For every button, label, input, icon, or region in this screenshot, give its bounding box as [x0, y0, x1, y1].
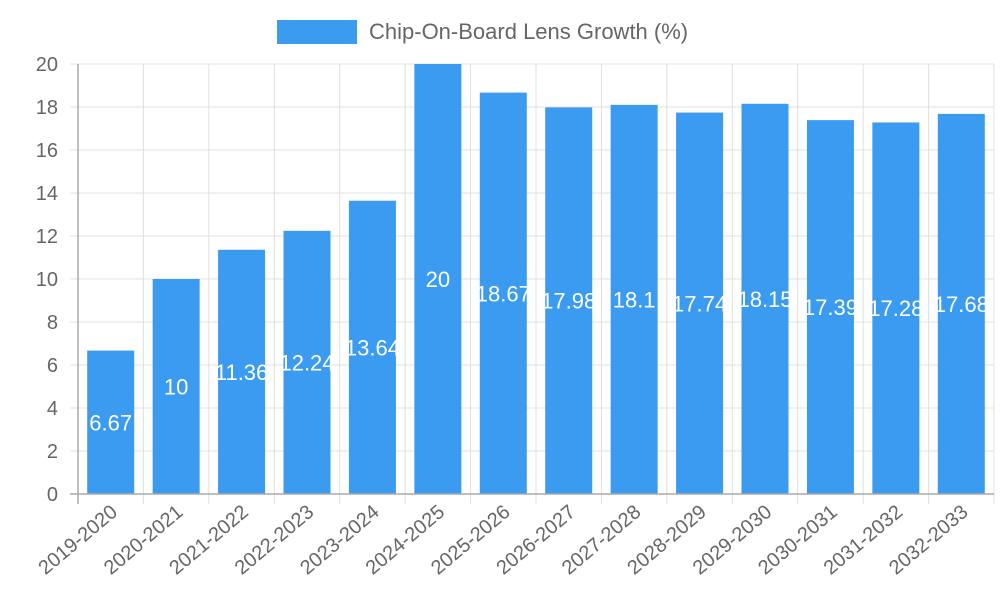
bar[interactable] — [348, 200, 396, 495]
bar[interactable] — [937, 113, 985, 494]
bar-value-label: 18.15 — [737, 287, 792, 312]
y-tick-label: 0 — [47, 484, 58, 506]
y-tick-label: 14 — [36, 183, 58, 205]
y-tick-label: 8 — [47, 312, 58, 334]
bar[interactable] — [283, 230, 331, 494]
bar-value-label: 17.28 — [868, 296, 923, 321]
bar-value-label: 17.39 — [803, 295, 858, 320]
bar[interactable] — [676, 112, 724, 494]
bar[interactable] — [152, 279, 200, 494]
bar-value-label: 10 — [164, 375, 188, 400]
y-tick-label: 6 — [47, 355, 58, 377]
bar[interactable] — [806, 120, 854, 495]
bar[interactable] — [872, 122, 920, 494]
bar-value-label: 13.64 — [345, 335, 400, 360]
bar[interactable] — [610, 104, 658, 494]
bar[interactable] — [741, 103, 789, 495]
y-tick-label: 12 — [36, 226, 58, 248]
y-tick-label: 18 — [36, 97, 58, 119]
y-tick-label: 16 — [36, 140, 58, 162]
bar-value-label: 18.1 — [613, 287, 656, 312]
value-labels: 6.67 10 11.36 12.24 13.64 20 18.67 17.98 18.1 17.… — [89, 267, 989, 435]
grid-lines — [70, 63, 995, 504]
bars — [87, 64, 985, 495]
bar-value-label: 12.24 — [279, 350, 334, 375]
bar-value-label: 20 — [426, 267, 450, 292]
bar-value-label: 17.98 — [541, 289, 596, 314]
y-tick-label: 20 — [36, 54, 58, 76]
bar-value-label: 6.67 — [89, 410, 132, 435]
y-tick-label: 4 — [47, 398, 58, 420]
legend-swatch[interactable] — [277, 20, 357, 44]
legend-label[interactable]: Chip-On-Board Lens Growth (%) — [369, 19, 689, 44]
bar[interactable] — [545, 107, 593, 495]
bar-value-label: 11.36 — [215, 360, 268, 385]
bar-value-label: 17.74 — [672, 291, 727, 316]
bar[interactable] — [414, 64, 462, 494]
bar-value-label: 17.68 — [934, 292, 989, 317]
bar-value-label: 18.67 — [476, 281, 531, 306]
bar[interactable] — [218, 249, 266, 494]
y-tick-label: 2 — [47, 441, 58, 463]
bar[interactable] — [479, 92, 527, 494]
y-tick-label: 10 — [36, 269, 58, 291]
bar[interactable] — [87, 350, 135, 494]
